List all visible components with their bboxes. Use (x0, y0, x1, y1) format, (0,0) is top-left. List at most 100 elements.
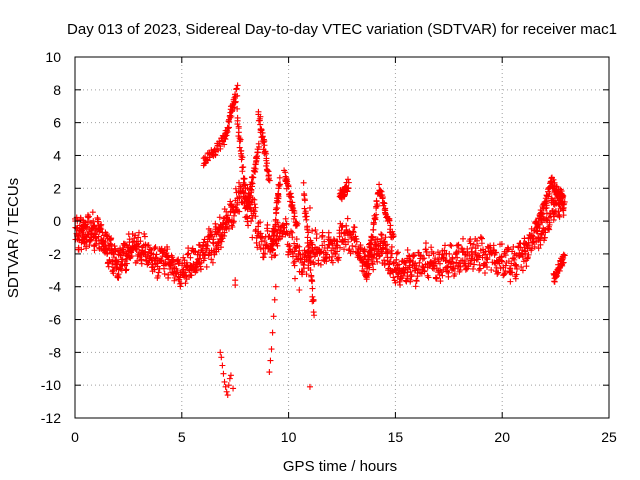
y-tick-label: -10 (41, 377, 61, 393)
data-point (306, 254, 313, 261)
data-point (456, 267, 463, 274)
data-point (560, 212, 567, 219)
data-point (422, 240, 429, 247)
data-point (249, 234, 256, 241)
data-point (135, 229, 142, 236)
data-point (270, 232, 277, 239)
data-point (76, 222, 83, 229)
data-point (455, 248, 462, 255)
data-point (216, 140, 223, 147)
data-point (344, 176, 351, 183)
data-point (476, 267, 483, 274)
data-point (154, 273, 161, 280)
data-point (321, 238, 328, 245)
data-point (370, 266, 377, 273)
data-point (98, 221, 105, 228)
data-point (493, 249, 500, 256)
data-point (290, 205, 297, 212)
data-point (378, 232, 385, 239)
data-point (114, 258, 121, 265)
x-tick-label: 25 (601, 429, 617, 445)
data-point (281, 224, 288, 231)
data-point (273, 210, 280, 217)
data-point (448, 242, 455, 249)
data-point (85, 214, 92, 221)
y-tick-label: 8 (53, 82, 61, 98)
data-point (269, 329, 276, 336)
data-point (235, 129, 242, 136)
data-point (249, 174, 256, 181)
data-point (523, 263, 530, 270)
data-point (309, 285, 316, 292)
data-point (388, 247, 395, 254)
data-point (550, 176, 557, 183)
data-point (473, 237, 480, 244)
data-point (509, 269, 516, 276)
data-point (249, 173, 256, 180)
x-tick-label: 20 (494, 429, 510, 445)
data-point (539, 211, 546, 218)
y-tick-label: 10 (45, 49, 61, 65)
data-point (85, 213, 92, 220)
data-point (483, 259, 490, 266)
data-point (342, 236, 349, 243)
data-point (105, 263, 112, 270)
data-point (187, 254, 194, 261)
data-point (268, 254, 275, 261)
data-point (285, 182, 292, 189)
data-point (413, 278, 420, 285)
data-point (257, 230, 264, 237)
data-point (349, 228, 356, 235)
data-point (184, 251, 191, 258)
data-point (221, 206, 228, 213)
data-point (301, 192, 308, 199)
data-point (236, 208, 243, 215)
data-point (558, 190, 565, 197)
data-point (225, 124, 232, 131)
data-point (309, 227, 316, 234)
data-point (453, 259, 460, 266)
data-point (111, 243, 118, 250)
data-point (220, 370, 227, 377)
data-point (120, 248, 127, 255)
data-point (525, 251, 532, 258)
data-point (252, 204, 259, 211)
data-point (407, 278, 414, 285)
data-point (468, 248, 475, 255)
x-tick-label: 5 (178, 429, 186, 445)
data-point (306, 204, 313, 211)
data-point (432, 255, 439, 262)
data-point (382, 234, 389, 241)
data-point (252, 213, 259, 220)
data-point (248, 187, 255, 194)
data-point (437, 278, 444, 285)
data-point (513, 271, 520, 278)
data-point (466, 252, 473, 259)
data-point (240, 164, 247, 171)
data-point (291, 213, 298, 220)
data-point (426, 252, 433, 259)
data-point (364, 260, 371, 267)
data-point (297, 256, 304, 263)
data-point (265, 172, 272, 179)
data-point (553, 273, 560, 280)
data-point (367, 247, 374, 254)
data-point (192, 248, 199, 255)
data-point (272, 252, 279, 259)
data-point (361, 253, 368, 260)
data-point (244, 205, 251, 212)
data-point (555, 186, 562, 193)
data-point (392, 279, 399, 286)
data-point (384, 249, 391, 256)
data-point (138, 257, 145, 264)
data-point (267, 357, 274, 364)
data-point (217, 349, 224, 356)
y-tick-label: 0 (53, 213, 61, 229)
data-point (299, 268, 306, 275)
data-point (374, 258, 381, 265)
data-point (373, 197, 380, 204)
data-point (441, 247, 448, 254)
data-point (307, 267, 314, 274)
data-point (435, 258, 442, 265)
x-axis-label: GPS time / hours (283, 458, 397, 475)
